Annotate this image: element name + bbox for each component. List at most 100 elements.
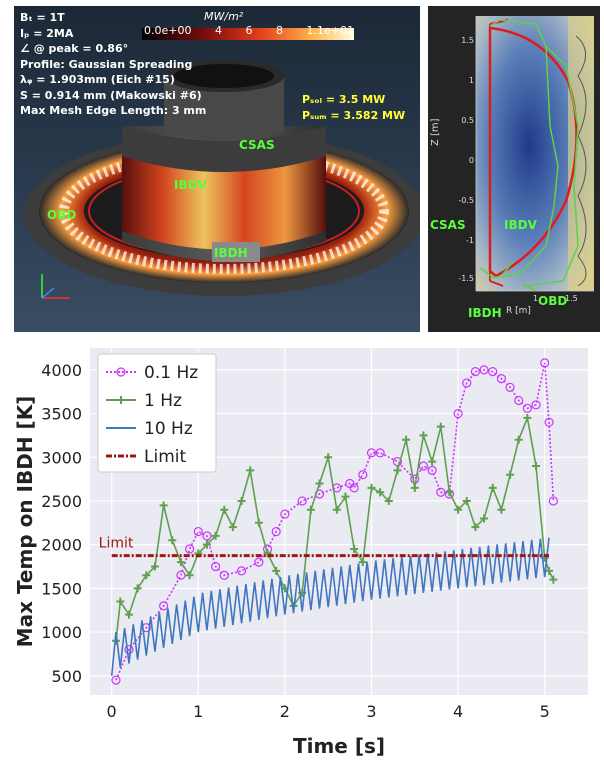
legend-box (97, 353, 217, 473)
data-point-1hz (410, 483, 419, 492)
cross-section-svg (475, 16, 594, 292)
x-tick-label: 2 (280, 702, 290, 721)
data-point-0p1hz (193, 526, 203, 537)
data-point-1hz (462, 496, 471, 505)
data-point-1hz (428, 457, 437, 466)
data-point-1hz (376, 488, 385, 497)
data-point-1hz (471, 523, 480, 532)
info-mesh: Max Mesh Edge Length: 3 mm (20, 104, 207, 117)
info-s: S = 0.914 mm (Makowski #6) (20, 88, 202, 102)
data-point-0p1hz (522, 403, 532, 413)
data-point-0p1hz (358, 470, 368, 480)
data-point-0p1hz (531, 400, 541, 410)
data-point-0p1hz (436, 487, 446, 497)
colorbar-title: MW/m² (204, 10, 244, 23)
data-point-0p1hz (185, 544, 195, 554)
colorbar-tick: 1.1e+01 (306, 24, 354, 37)
data-point-1hz (506, 470, 515, 479)
data-point-1hz (514, 435, 523, 444)
data-point-1hz (159, 501, 168, 510)
colorbar-tick: 0.0e+00 (144, 24, 192, 37)
data-point-1hz (480, 514, 489, 523)
label-ibdv: IBDV (174, 178, 207, 192)
data-point-0p1hz (496, 373, 506, 384)
data-point-1hz (220, 505, 229, 514)
psi-label-ibdv: IBDV (504, 218, 537, 232)
data-point-1hz (202, 540, 211, 549)
upper-column (164, 76, 284, 141)
data-point-1hz (124, 610, 133, 619)
data-point-0p1hz (280, 509, 290, 519)
data-point-0p1hz (453, 408, 463, 419)
data-point-1hz (185, 571, 194, 580)
tokamak-render (24, 28, 420, 299)
wall-contour (489, 19, 559, 279)
colorbar-ticks: 0.0e+00 4 6 8 1.1e+01 (144, 24, 354, 37)
x-tick-label: 0 (107, 702, 117, 721)
data-point-1hz (488, 483, 497, 492)
colorbar-tick: 4 (214, 24, 222, 37)
x-tick-label: 5 (540, 702, 550, 721)
data-point-0p1hz (548, 496, 558, 506)
data-point-1hz (402, 435, 411, 444)
psol-value: Pₛₒₗ = 3.5 MW (302, 93, 386, 106)
data-point-1hz (341, 492, 350, 501)
data-point-1hz (263, 549, 272, 558)
data-point-1hz (150, 562, 159, 571)
simulation-info: Bₜ = 1T Iₚ = 2MA ∠ @ peak = 0.86° Profil… (20, 10, 206, 119)
heat-flux-3d-render: Bₜ = 1T Iₚ = 2MA ∠ @ peak = 0.86° Profil… (14, 6, 420, 332)
data-point-0p1hz (210, 561, 221, 572)
psi-label-ibdh: IBDH (468, 306, 502, 320)
y-tick-label: 2500 (41, 492, 82, 511)
label-csas: CSAS (239, 138, 275, 152)
legend-label: 1 Hz (144, 391, 182, 411)
colorbar (142, 28, 354, 40)
x-axis-label: Time [s] (293, 734, 385, 758)
info-bt: Bₜ = 1T (20, 11, 65, 24)
psi-label-obd: OBD (538, 294, 568, 308)
data-point-0p1hz (236, 566, 247, 576)
data-point-0p1hz (271, 526, 281, 537)
cross-section-diagram: Z [m] 1.5 1 0.5 0 -0.5 -1 -1.5 R [m] 1 1… (428, 6, 600, 332)
data-point-1hz (133, 584, 142, 593)
psi-xlabel: R [m] (506, 306, 531, 316)
label-ibdh: IBDH (214, 246, 248, 260)
data-point-0p1hz (392, 457, 403, 467)
legend-label: 0.1 Hz (144, 363, 198, 383)
info-lambda: λᵩ = 1.903mm (Eich #15) (20, 73, 175, 86)
data-point-0p1hz (297, 496, 307, 506)
data-point-1hz (393, 466, 402, 475)
legend-label: Limit (144, 447, 186, 467)
psi-xtick: 1.5 (565, 294, 578, 303)
data-point-1hz (142, 571, 151, 580)
data-point-0p1hz (540, 358, 550, 368)
data-point-0p1hz (176, 570, 186, 580)
data-point-0p1hz (366, 448, 377, 458)
data-point-0p1hz (219, 570, 229, 580)
data-point-1hz (116, 597, 125, 606)
data-point-1hz (445, 488, 454, 497)
series-line-2 (110, 537, 550, 676)
info-profile: Profile: Gaussian Spreading (20, 57, 193, 71)
info-angle: ∠ @ peak = 0.86° (20, 42, 129, 55)
data-point-0p1hz (418, 461, 429, 471)
data-point-1hz (176, 558, 185, 567)
data-point-1hz (384, 496, 393, 505)
data-point-1hz (168, 536, 177, 545)
psum-value: Pₛᵤₘ = 3.582 MW (302, 109, 406, 122)
data-point-1hz (237, 496, 246, 505)
data-point-1hz (497, 505, 506, 514)
data-point-0p1hz (375, 448, 385, 458)
colorbar-tick: 8 (275, 24, 283, 37)
data-point-0p1hz (462, 378, 472, 388)
data-point-1hz (454, 505, 463, 514)
data-point-1hz (211, 531, 220, 540)
y-tick-label: 3500 (41, 405, 82, 424)
y-tick-label: 1000 (41, 623, 82, 642)
data-point-0p1hz (427, 465, 437, 475)
x-tick-label: 4 (453, 702, 463, 721)
data-point-1hz (324, 453, 333, 462)
ibdh-block (212, 242, 260, 262)
data-point-0p1hz (254, 557, 264, 567)
y-axis-label: Max Temp on IBDH [K] (13, 396, 37, 648)
